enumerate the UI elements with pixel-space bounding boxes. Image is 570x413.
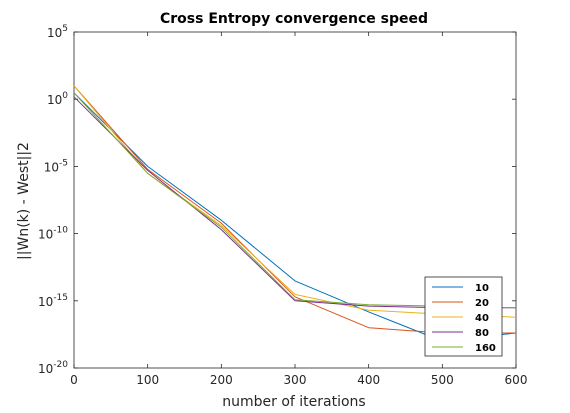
x-tick-label: 400 bbox=[357, 373, 380, 387]
y-tick-label: 10-10 bbox=[38, 226, 68, 242]
x-tick-label: 0 bbox=[70, 373, 78, 387]
x-tick-label: 500 bbox=[431, 373, 454, 387]
y-tick-base: 10 bbox=[38, 228, 53, 242]
y-tick-exponent: -20 bbox=[53, 360, 68, 370]
y-tick-label: 10-15 bbox=[38, 293, 68, 309]
y-tick-base: 10 bbox=[38, 362, 53, 376]
y-tick-label: 105 bbox=[47, 24, 68, 40]
y-tick-base: 10 bbox=[47, 93, 62, 107]
y-tick-exponent: 0 bbox=[62, 91, 68, 101]
y-axis-label: ||Wn(k) - West||2 bbox=[16, 142, 32, 260]
x-tick-label: 300 bbox=[284, 373, 307, 387]
x-axis-label: number of iterations bbox=[222, 394, 365, 410]
legend-entry: 160 bbox=[475, 343, 496, 354]
x-axis: 0 100 200 300 400 500 600 bbox=[70, 32, 527, 387]
legend-entry: 10 bbox=[475, 283, 489, 294]
y-tick-exponent: -15 bbox=[53, 293, 68, 303]
y-tick-base: 10 bbox=[38, 295, 53, 309]
legend-entry: 80 bbox=[475, 328, 489, 339]
y-tick-base: 10 bbox=[47, 26, 62, 40]
legend-entry: 40 bbox=[475, 313, 489, 324]
y-tick-exponent: -10 bbox=[53, 226, 68, 236]
y-tick-base: 10 bbox=[44, 160, 59, 174]
chart-title: Cross Entropy convergence speed bbox=[160, 11, 428, 27]
x-tick-label: 100 bbox=[136, 373, 159, 387]
legend: 10 20 40 80 160 bbox=[424, 276, 503, 357]
y-tick-label: 10-20 bbox=[38, 360, 68, 376]
legend-entry: 20 bbox=[475, 298, 489, 309]
y-tick-exponent: 5 bbox=[62, 24, 68, 34]
y-tick-label: 10-5 bbox=[44, 158, 68, 174]
x-tick-label: 600 bbox=[505, 373, 528, 387]
y-tick-exponent: -5 bbox=[59, 158, 68, 168]
x-tick-label: 200 bbox=[210, 373, 233, 387]
y-tick-label: 100 bbox=[47, 91, 68, 107]
